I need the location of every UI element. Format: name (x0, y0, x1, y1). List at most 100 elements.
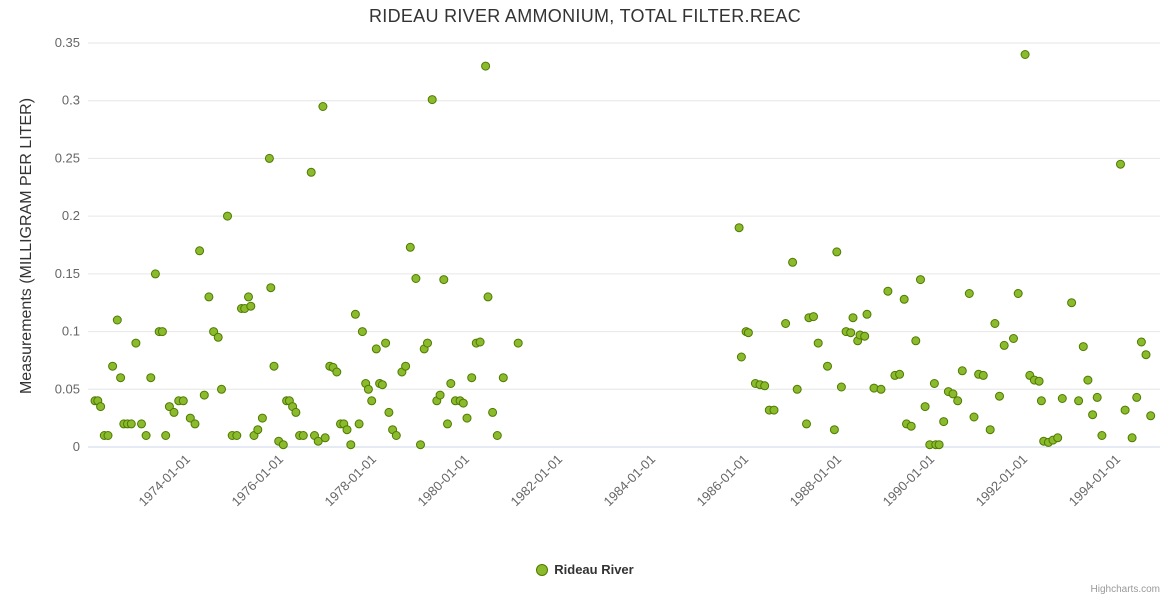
data-point[interactable] (146, 373, 156, 383)
data-point[interactable] (899, 294, 909, 304)
data-point[interactable] (934, 440, 944, 450)
data-point[interactable] (346, 440, 356, 450)
data-point[interactable] (204, 292, 214, 302)
data-point[interactable] (223, 211, 232, 221)
data-point[interactable] (435, 390, 445, 400)
data-point[interactable] (446, 379, 456, 388)
data-point[interactable] (760, 381, 770, 391)
data-point[interactable] (462, 413, 472, 423)
data-point[interactable] (862, 309, 872, 319)
legend-item-rideau-river[interactable]: Rideau River (536, 562, 634, 577)
data-point[interactable] (112, 315, 122, 325)
data-point[interactable] (1020, 50, 1030, 59)
data-point[interactable] (131, 338, 141, 348)
data-point[interactable] (953, 396, 963, 406)
data-point[interactable] (1088, 410, 1098, 420)
data-point[interactable] (743, 328, 753, 338)
data-point[interactable] (916, 275, 925, 285)
data-point[interactable] (332, 367, 342, 377)
data-point[interactable] (213, 332, 223, 342)
data-point[interactable] (164, 402, 174, 412)
data-point[interactable] (948, 389, 958, 399)
data-point[interactable] (939, 417, 949, 427)
data-point[interactable] (291, 407, 301, 417)
data-point[interactable] (475, 337, 485, 347)
credits-link[interactable]: Highcharts.com (1090, 584, 1160, 595)
data-point[interactable] (246, 301, 256, 311)
data-point[interactable] (439, 275, 449, 285)
data-point[interactable] (313, 436, 323, 446)
data-point[interactable] (1074, 396, 1084, 406)
data-point[interactable] (354, 419, 364, 429)
data-point[interactable] (792, 384, 802, 394)
data-point[interactable] (481, 61, 491, 71)
data-point[interactable] (911, 336, 921, 346)
data-point[interactable] (995, 391, 1004, 401)
data-point[interactable] (829, 425, 839, 435)
data-point[interactable] (232, 431, 242, 440)
data-point[interactable] (836, 382, 846, 392)
data-point[interactable] (1136, 337, 1146, 347)
data-point[interactable] (734, 223, 744, 233)
data-point[interactable] (320, 433, 330, 443)
data-point[interactable] (458, 398, 468, 408)
data-point[interactable] (906, 421, 916, 431)
data-point[interactable] (384, 407, 394, 417)
data-point[interactable] (269, 361, 279, 371)
data-point[interactable] (788, 257, 798, 267)
data-point[interactable] (411, 274, 421, 283)
data-point[interactable] (161, 431, 171, 440)
data-point[interactable] (1097, 431, 1107, 440)
data-point[interactable] (178, 396, 188, 406)
data-point[interactable] (1013, 289, 1023, 298)
data-point[interactable] (244, 292, 253, 302)
data-point[interactable] (1053, 433, 1063, 443)
data-point[interactable] (1067, 298, 1077, 308)
data-point[interactable] (781, 319, 791, 328)
data-point[interactable] (1127, 433, 1137, 443)
data-point[interactable] (350, 309, 360, 319)
data-point[interactable] (423, 338, 432, 348)
data-point[interactable] (990, 319, 1000, 328)
data-point[interactable] (377, 380, 387, 390)
data-point[interactable] (1034, 376, 1044, 386)
data-point[interactable] (371, 344, 381, 354)
data-point[interactable] (488, 407, 498, 417)
data-point[interactable] (150, 269, 160, 279)
data-point[interactable] (1120, 405, 1130, 415)
data-point[interactable] (342, 425, 352, 435)
data-point[interactable] (157, 327, 167, 337)
data-point[interactable] (1083, 375, 1093, 385)
data-point[interactable] (278, 440, 288, 450)
data-point[interactable] (920, 402, 930, 412)
data-point[interactable] (957, 366, 967, 376)
data-point[interactable] (137, 419, 146, 429)
data-point[interactable] (1132, 392, 1142, 402)
data-point[interactable] (895, 369, 905, 379)
data-point[interactable] (363, 384, 373, 394)
data-point[interactable] (1116, 159, 1125, 169)
data-point[interactable] (217, 384, 226, 394)
data-point[interactable] (513, 338, 523, 348)
data-point[interactable] (736, 352, 746, 362)
data-point[interactable] (813, 338, 823, 348)
data-point[interactable] (266, 283, 276, 293)
data-point[interactable] (253, 425, 263, 435)
data-point[interactable] (264, 153, 274, 163)
data-point[interactable] (391, 431, 401, 440)
data-point[interactable] (467, 373, 477, 383)
data-point[interactable] (169, 407, 179, 417)
data-point[interactable] (185, 413, 195, 423)
data-point[interactable] (1078, 342, 1088, 352)
data-point[interactable] (1146, 411, 1156, 421)
data-point[interactable] (126, 419, 136, 429)
data-point[interactable] (823, 361, 832, 371)
data-point[interactable] (306, 167, 316, 177)
data-point[interactable] (199, 390, 209, 400)
data-point[interactable] (929, 379, 939, 388)
data-point[interactable] (498, 373, 508, 383)
data-point[interactable] (999, 340, 1009, 350)
data-point[interactable] (483, 292, 493, 302)
data-point[interactable] (876, 384, 886, 394)
data-point[interactable] (195, 246, 205, 256)
